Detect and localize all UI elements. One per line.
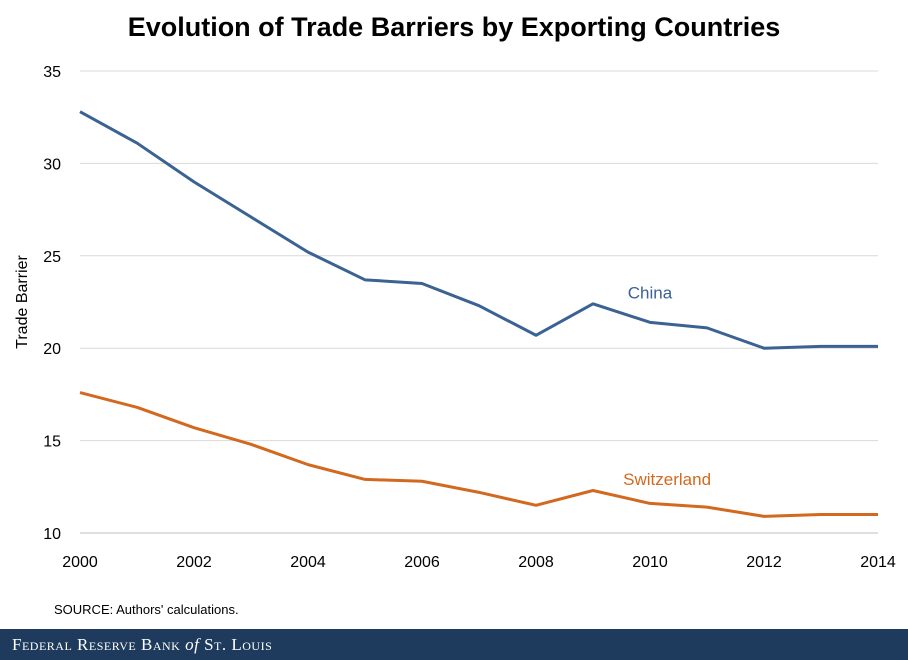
x-tick-label: 2014 <box>860 554 896 571</box>
y-axis-label: Trade Barrier <box>14 255 31 349</box>
chart-title: Evolution of Trade Barriers by Exporting… <box>127 12 781 42</box>
footer-part1: Federal Reserve Bank <box>12 635 181 654</box>
series-label-china: China <box>628 283 673 302</box>
x-tick-label: 2004 <box>290 554 326 571</box>
series-line-china <box>79 110 878 350</box>
footer-part2: of <box>185 635 200 654</box>
series-line-switzerland <box>79 391 878 518</box>
x-tick-label: 2010 <box>632 554 668 571</box>
series-label-switzerland: Switzerland <box>623 470 711 489</box>
y-axis-ticks: 10 15 20 25 30 35 <box>43 64 61 543</box>
x-axis-ticks: 2000 2002 2004 2006 2008 2010 2012 2014 <box>62 554 896 571</box>
footer-banner: Federal Reserve Bank of St. Louis <box>0 629 908 660</box>
y-tick-label: 10 <box>43 526 61 543</box>
y-tick-label: 30 <box>43 156 61 173</box>
footer-part3: St. Louis <box>204 635 273 654</box>
x-tick-label: 2000 <box>62 554 98 571</box>
y-tick-label: 15 <box>43 434 61 451</box>
x-tick-label: 2006 <box>404 554 440 571</box>
series-lines <box>79 110 878 518</box>
series-labels: China Switzerland <box>623 283 711 489</box>
y-tick-label: 25 <box>43 249 61 266</box>
footer-logo-text: Federal Reserve Bank of St. Louis <box>12 635 272 655</box>
y-tick-label: 35 <box>43 64 61 81</box>
line-chart: 10 15 20 25 30 35 2000 2002 2004 2006 2008 2010 201… <box>14 64 896 571</box>
y-tick-label: 20 <box>43 341 61 358</box>
x-tick-label: 2008 <box>518 554 554 571</box>
x-tick-label: 2012 <box>746 554 782 571</box>
x-tick-label: 2002 <box>176 554 212 571</box>
source-note: SOURCE: Authors' calculations. <box>54 602 239 617</box>
gridlines <box>80 70 878 534</box>
